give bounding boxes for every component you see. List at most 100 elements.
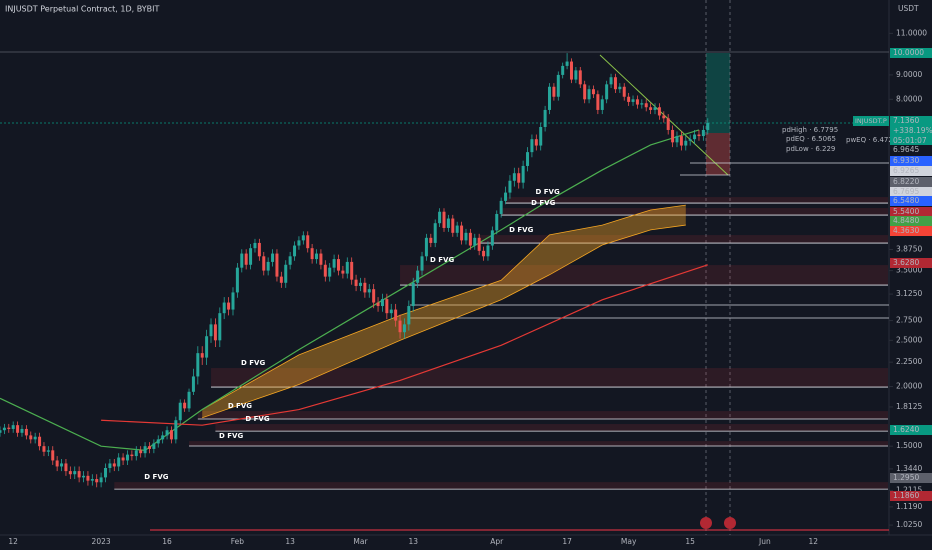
candle-body <box>442 211 446 228</box>
candle-body <box>108 463 112 468</box>
price-badge-label: 6.7695 <box>893 187 919 196</box>
candle-body <box>591 89 595 95</box>
candle-body <box>512 173 516 181</box>
candle-body <box>662 115 666 119</box>
plot <box>0 53 889 490</box>
candle-body <box>279 276 283 283</box>
candle-body <box>130 454 134 457</box>
price-badge <box>890 116 932 126</box>
price-badge <box>890 258 932 268</box>
candle-body <box>345 261 349 274</box>
candle-body <box>297 240 301 246</box>
candle-body <box>16 425 20 433</box>
candle-body <box>257 242 261 257</box>
price-badge <box>890 48 932 58</box>
candle-body <box>622 86 626 97</box>
candle-body <box>7 427 11 429</box>
price-badge-label: 6.9645 <box>893 145 919 154</box>
candle-body <box>161 435 165 440</box>
candle-body <box>389 309 393 314</box>
candle-body <box>121 457 125 461</box>
candle-body <box>420 256 424 271</box>
candle-body <box>323 264 327 277</box>
candle-body <box>293 245 297 257</box>
fvg-zone <box>114 482 889 490</box>
candle-body <box>671 129 675 143</box>
band-edge <box>202 204 686 410</box>
candle-body <box>125 454 129 461</box>
candle-body <box>376 302 380 307</box>
candle-body <box>20 428 24 433</box>
candle-body <box>306 235 310 249</box>
candle-body <box>38 436 42 447</box>
candle-body <box>600 99 604 110</box>
price-badge-label: 6.9330 <box>893 156 919 165</box>
candle-body <box>438 211 442 224</box>
candle-body <box>539 126 543 146</box>
candle-body <box>446 218 450 228</box>
level-label: pdLow · 6.229 <box>786 145 835 153</box>
fvg-zone <box>479 235 888 244</box>
candle-body <box>227 302 231 310</box>
position-loss <box>706 133 730 175</box>
candle-body <box>521 165 525 183</box>
candle-body <box>253 242 257 249</box>
y-tick-label: 2.7500 <box>896 316 922 325</box>
price-badge-label: 1.2950 <box>893 473 919 482</box>
y-tick-label: 1.5000 <box>896 441 922 450</box>
candle-body <box>552 86 556 97</box>
fvg-zone <box>501 208 888 216</box>
candle-body <box>64 463 68 472</box>
candle-body <box>468 232 472 246</box>
candle-body <box>429 237 433 243</box>
candle-body <box>693 134 697 140</box>
event-icon[interactable] <box>724 517 736 529</box>
fvg-zone <box>189 441 888 447</box>
price-badge <box>890 491 932 501</box>
price-badge <box>890 196 932 206</box>
price-badge-label: 10.0000 <box>893 48 924 57</box>
fvg-label: D FVG <box>245 415 269 423</box>
candle-body <box>548 86 552 110</box>
price-badge <box>890 156 932 166</box>
candle-body <box>697 134 701 137</box>
y-tick-label: 1.0250 <box>896 520 922 529</box>
x-tick-label: May <box>621 537 637 546</box>
candle-body <box>271 253 275 262</box>
price-badge-label: 3.6280 <box>893 258 919 267</box>
candle-body <box>73 471 77 475</box>
candle-body <box>530 139 534 153</box>
price-badge <box>890 136 932 146</box>
candle-body <box>86 475 90 481</box>
fvg-label: D FVG <box>241 359 265 367</box>
candle-body <box>504 192 508 201</box>
candle-body <box>354 279 358 286</box>
candle-body <box>657 107 661 116</box>
candle-body <box>24 428 28 436</box>
candle-body <box>266 261 270 271</box>
candle-body <box>675 136 679 143</box>
fvg-zone <box>400 265 888 286</box>
candle-body <box>104 467 108 478</box>
price-badge-label: 6.9265 <box>893 166 919 175</box>
price-badge <box>890 166 932 176</box>
y-tick-label: 2.2500 <box>896 357 922 366</box>
price-badge <box>890 177 932 187</box>
event-icon[interactable] <box>700 517 712 529</box>
candle-body <box>249 248 253 265</box>
candle-body <box>398 320 402 333</box>
candle-body <box>11 425 15 429</box>
candle-body <box>565 61 569 66</box>
moving-average <box>0 129 700 451</box>
candle-body <box>46 450 50 452</box>
price-badge-label: 1.6240 <box>893 425 919 434</box>
candle-body <box>310 248 314 260</box>
candle-body <box>200 353 204 358</box>
level-label: pdHigh · 6.7795 <box>782 126 838 134</box>
candle-body <box>583 84 587 100</box>
candle-body <box>222 302 226 314</box>
x-tick-label: Jun <box>758 537 771 546</box>
level-label: pdEQ · 6.5065 <box>786 135 836 143</box>
